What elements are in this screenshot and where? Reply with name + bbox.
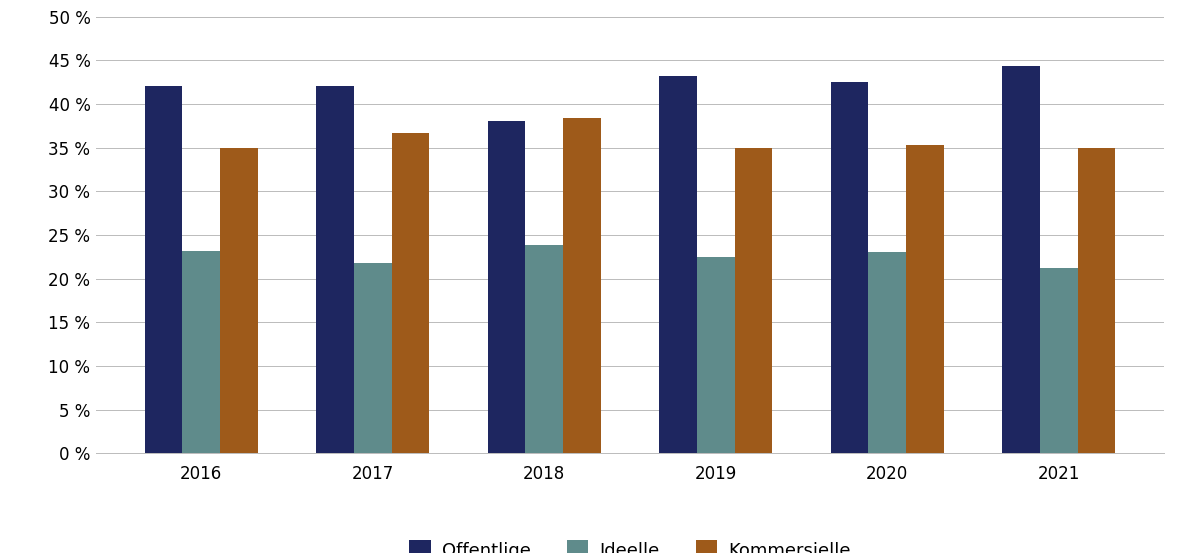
Legend: Offentlige, Ideelle, Kommersielle: Offentlige, Ideelle, Kommersielle	[402, 533, 858, 553]
Bar	[144, 86, 182, 453]
Bar	[1078, 148, 1116, 453]
Bar	[220, 148, 258, 453]
Bar	[697, 257, 734, 453]
Bar	[906, 145, 944, 453]
Bar	[659, 76, 697, 453]
Bar	[526, 244, 563, 453]
Bar	[1040, 268, 1078, 453]
Bar	[1002, 66, 1040, 453]
Bar	[316, 86, 354, 453]
Bar	[354, 263, 391, 453]
Bar	[487, 122, 526, 453]
Bar	[182, 251, 220, 453]
Bar	[563, 118, 601, 453]
Bar	[734, 148, 773, 453]
Bar	[830, 82, 869, 453]
Bar	[869, 253, 906, 453]
Bar	[391, 133, 430, 453]
